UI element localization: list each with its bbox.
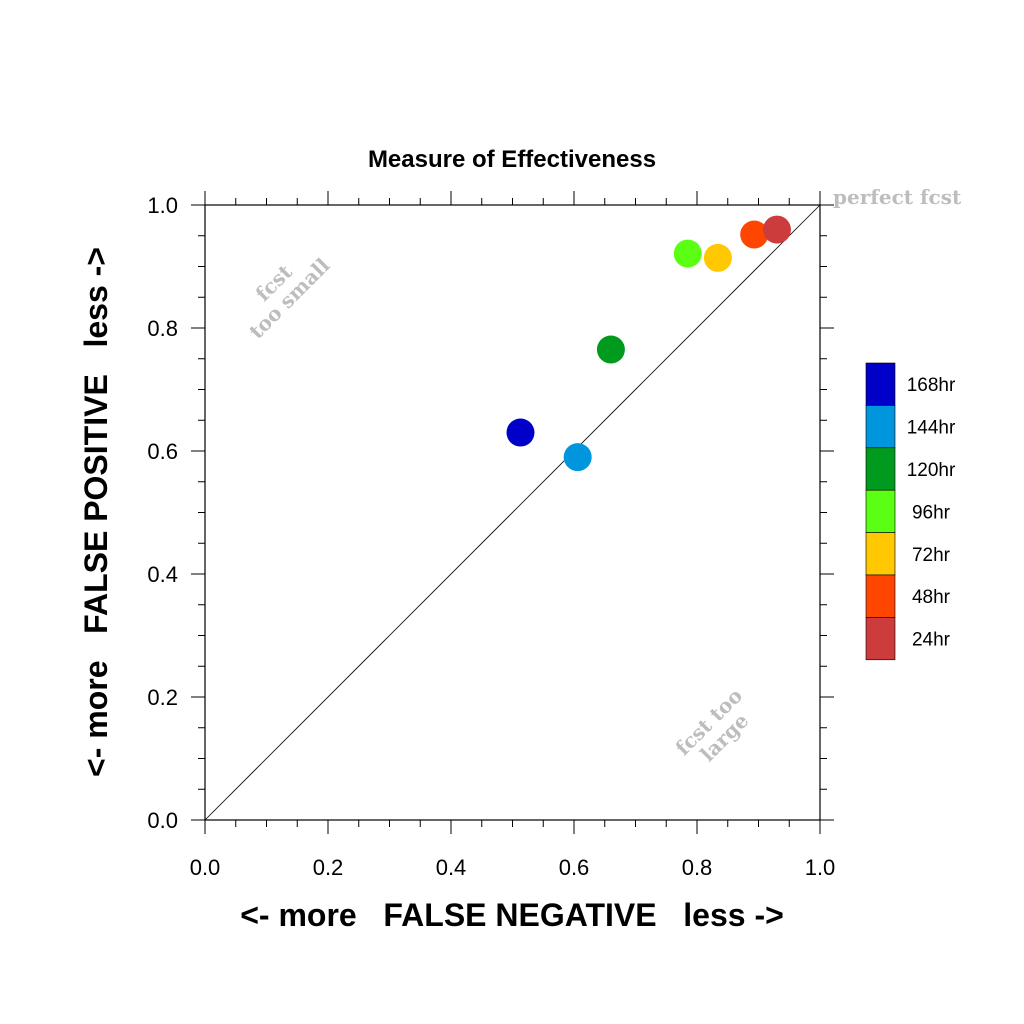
x-tick-labels: 0.0 0.2 0.4 0.6 0.8 1.0	[190, 855, 836, 880]
x-tick-label: 0.8	[682, 855, 713, 880]
data-points	[506, 215, 791, 472]
point-24hr	[762, 215, 791, 244]
legend-swatch-96hr	[865, 489, 896, 533]
legend-swatch-120hr	[865, 447, 896, 491]
legend-swatch-72hr	[865, 532, 896, 576]
y-axis-label: <- more FALSE POSITIVE less ->	[78, 247, 114, 777]
legend-label-72hr: 72hr	[912, 545, 951, 566]
y-tick-label: 1.0	[147, 193, 178, 218]
y-tick-label: 0.8	[147, 316, 178, 341]
legend-label-96hr: 96hr	[912, 502, 951, 523]
too-small-annotation: fcst too small	[244, 253, 334, 343]
point-72hr	[703, 243, 732, 272]
legend-label-24hr: 24hr	[912, 630, 951, 651]
x-tick-label: 0.4	[436, 855, 467, 880]
point-48hr	[740, 220, 769, 249]
x-tick-label: 1.0	[805, 855, 836, 880]
legend-label-168hr: 168hr	[907, 375, 956, 396]
too-small-line-2: too small	[244, 253, 334, 343]
legend-swatch-48hr	[865, 574, 896, 618]
legend-label-144hr: 144hr	[907, 418, 956, 439]
legend-label-48hr: 48hr	[912, 587, 951, 608]
y-tick-label: 0.2	[147, 685, 178, 710]
x-tick-label: 0.6	[559, 855, 590, 880]
legend: 168hr 144hr 120hr 96hr 72hr 48hr 24hr	[865, 362, 956, 661]
x-tick-label: 0.2	[313, 855, 344, 880]
x-tick-label: 0.0	[190, 855, 221, 880]
y-tick-labels: 0.0 0.2 0.4 0.6 0.8 1.0	[147, 193, 178, 833]
y-tick-label: 0.0	[147, 808, 178, 833]
chart-title: Measure of Effectiveness	[368, 146, 656, 173]
point-168hr	[506, 418, 535, 447]
too-large-annotation: fcst too large	[671, 684, 754, 767]
legend-swatch-24hr	[865, 617, 896, 661]
x-axis-label: <- more FALSE NEGATIVE less ->	[240, 897, 784, 933]
y-tick-label: 0.6	[147, 439, 178, 464]
diagonal-line	[204, 204, 821, 821]
point-144hr	[563, 443, 592, 472]
point-120hr	[596, 335, 625, 364]
y-tick-label: 0.4	[147, 562, 178, 587]
legend-label-120hr: 120hr	[907, 460, 956, 481]
axis-ticks	[191, 191, 834, 834]
legend-swatch-144hr	[865, 405, 896, 449]
point-96hr	[673, 239, 702, 268]
perfect-forecast-label: perfect fcst	[833, 185, 962, 209]
legend-swatch-168hr	[865, 362, 896, 406]
